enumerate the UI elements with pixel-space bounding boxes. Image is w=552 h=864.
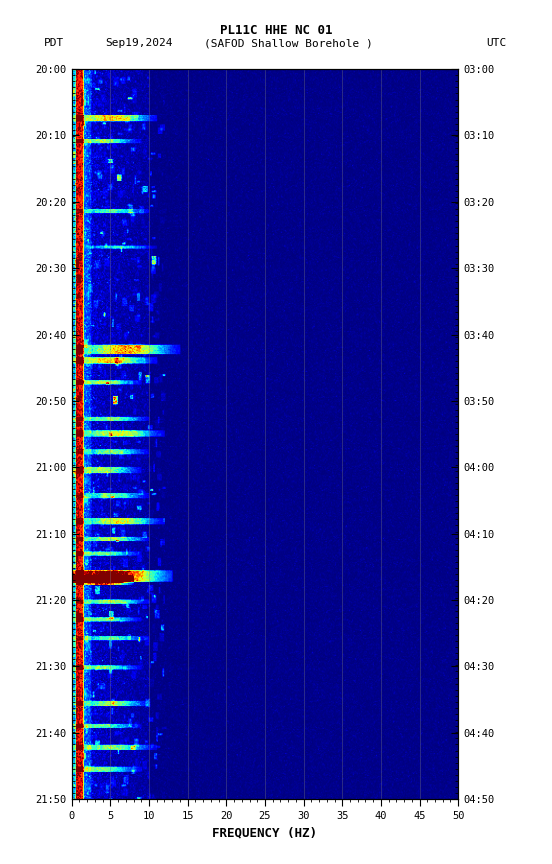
Text: PDT: PDT xyxy=(44,38,65,48)
X-axis label: FREQUENCY (HZ): FREQUENCY (HZ) xyxy=(213,827,317,840)
Text: Sep19,2024: Sep19,2024 xyxy=(105,38,172,48)
Text: UTC: UTC xyxy=(486,38,506,48)
Text: (SAFOD Shallow Borehole ): (SAFOD Shallow Borehole ) xyxy=(204,38,373,48)
Text: PL11C HHE NC 01: PL11C HHE NC 01 xyxy=(220,23,332,37)
